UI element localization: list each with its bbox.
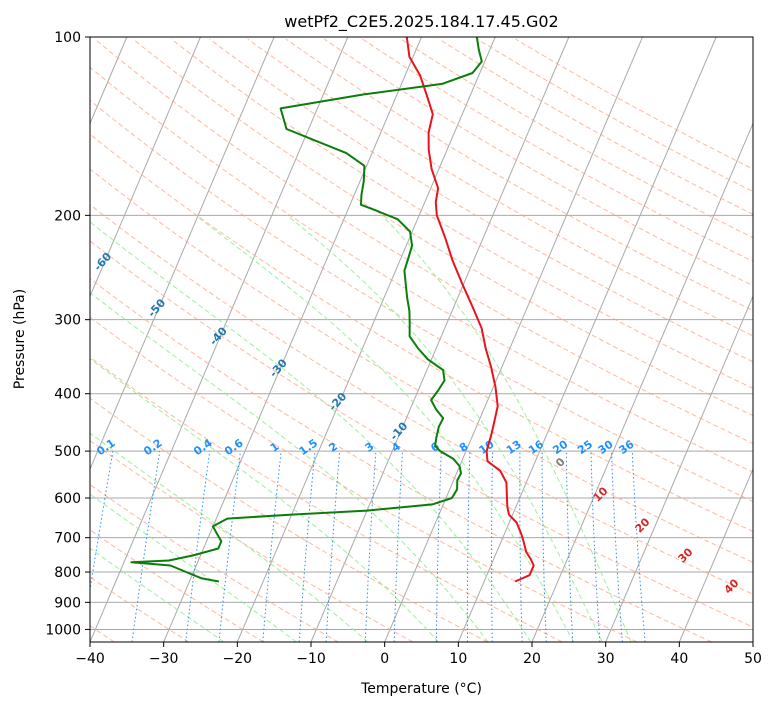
mixing-ratio-line <box>218 451 241 642</box>
axes: −40 −30 −20 −10 0 10 20 30 40 50 100 200 300 400 500 60… <box>45 30 762 667</box>
dewpoint-profile-line <box>130 37 483 583</box>
isotherm-line <box>384 37 643 642</box>
x-tick-label: 0 <box>380 651 389 667</box>
dry-adiabat-line <box>400 38 753 239</box>
isotherm-line <box>236 37 496 642</box>
y-axis-title: Pressure (hPa) <box>12 289 28 389</box>
isotherm-line <box>90 37 349 642</box>
dry-adiabat-line <box>438 38 753 215</box>
isotherm-line <box>90 37 201 298</box>
mixing-ratio-line <box>298 451 316 642</box>
y-tick-label: 700 <box>54 531 81 547</box>
mixing-ratio-line <box>262 451 282 642</box>
moist-adiabat-line <box>90 221 532 642</box>
x-tick-label: −10 <box>296 651 326 667</box>
dry-adiabat-line <box>90 529 264 642</box>
x-tick-label: −30 <box>149 651 179 667</box>
y-tick-label: 300 <box>54 313 81 329</box>
dry-adiabat-line <box>90 133 753 533</box>
plot-background <box>90 37 753 642</box>
moist-adiabat-line <box>90 358 439 642</box>
y-tick-label: 400 <box>54 387 81 403</box>
y-tick-label: 200 <box>54 208 81 224</box>
x-tick-label: 30 <box>597 651 615 667</box>
chart-title: wetPf2_C2E5.2025.184.17.45.G02 <box>284 12 558 32</box>
x-axis-title: Temperature (°C) <box>360 681 482 697</box>
dry-adiabat-line <box>90 278 712 642</box>
x-tick-label: 10 <box>449 651 467 667</box>
dry-adiabat-line <box>90 240 753 628</box>
dry-adiabat-label: -80 <box>0 160 5 184</box>
moist-adiabat-line <box>286 214 603 642</box>
profiles <box>130 37 535 583</box>
mixing-ratio-line <box>631 451 646 642</box>
dry-adiabat-line <box>90 203 753 595</box>
mixing-ratio-line <box>185 451 211 642</box>
dry-adiabat-line <box>90 99 753 502</box>
moist-adiabat-line <box>90 432 368 642</box>
mixing-ratio-line <box>131 451 161 642</box>
isotherm-line <box>678 467 753 642</box>
x-tick-label: 40 <box>670 651 688 667</box>
x-tick-label: 20 <box>523 651 541 667</box>
moist-adiabat-line <box>195 214 575 642</box>
isotherm-line <box>163 37 422 642</box>
x-tick-label: 50 <box>744 651 762 667</box>
isotherm-line <box>605 295 753 642</box>
dry-adiabat-line <box>132 38 753 417</box>
dry-adiabat-line <box>209 38 753 363</box>
moist-adiabat-line <box>90 547 225 642</box>
isotherm-line <box>457 37 717 642</box>
isotherm-line <box>752 640 753 642</box>
y-tick-label: 1000 <box>45 622 81 638</box>
y-tick-label: 600 <box>54 491 81 507</box>
isotherm-line <box>531 122 753 642</box>
dry-adiabat-line <box>94 38 753 445</box>
dry-adiabat-line <box>90 66 753 473</box>
dry-adiabat-line <box>90 168 753 563</box>
dry-adiabat-line <box>323 38 753 287</box>
x-tick-label: −20 <box>223 651 253 667</box>
x-tick-label: −40 <box>75 651 105 667</box>
y-tick-label: 900 <box>54 595 81 611</box>
background-lines <box>90 37 753 642</box>
moist-adiabat-line <box>381 214 632 642</box>
dry-adiabat-line <box>285 38 753 312</box>
temperature-profile-line <box>405 37 535 583</box>
plot-frame <box>89 36 754 643</box>
y-tick-label: 500 <box>54 444 81 460</box>
dry-adiabat-line <box>90 483 339 642</box>
moist-adiabat-line <box>90 292 489 642</box>
dry-adiabat-line <box>90 316 638 642</box>
y-tick-label: 800 <box>54 565 81 581</box>
isotherm-line <box>90 37 275 471</box>
y-tick-label: 100 <box>54 30 81 46</box>
